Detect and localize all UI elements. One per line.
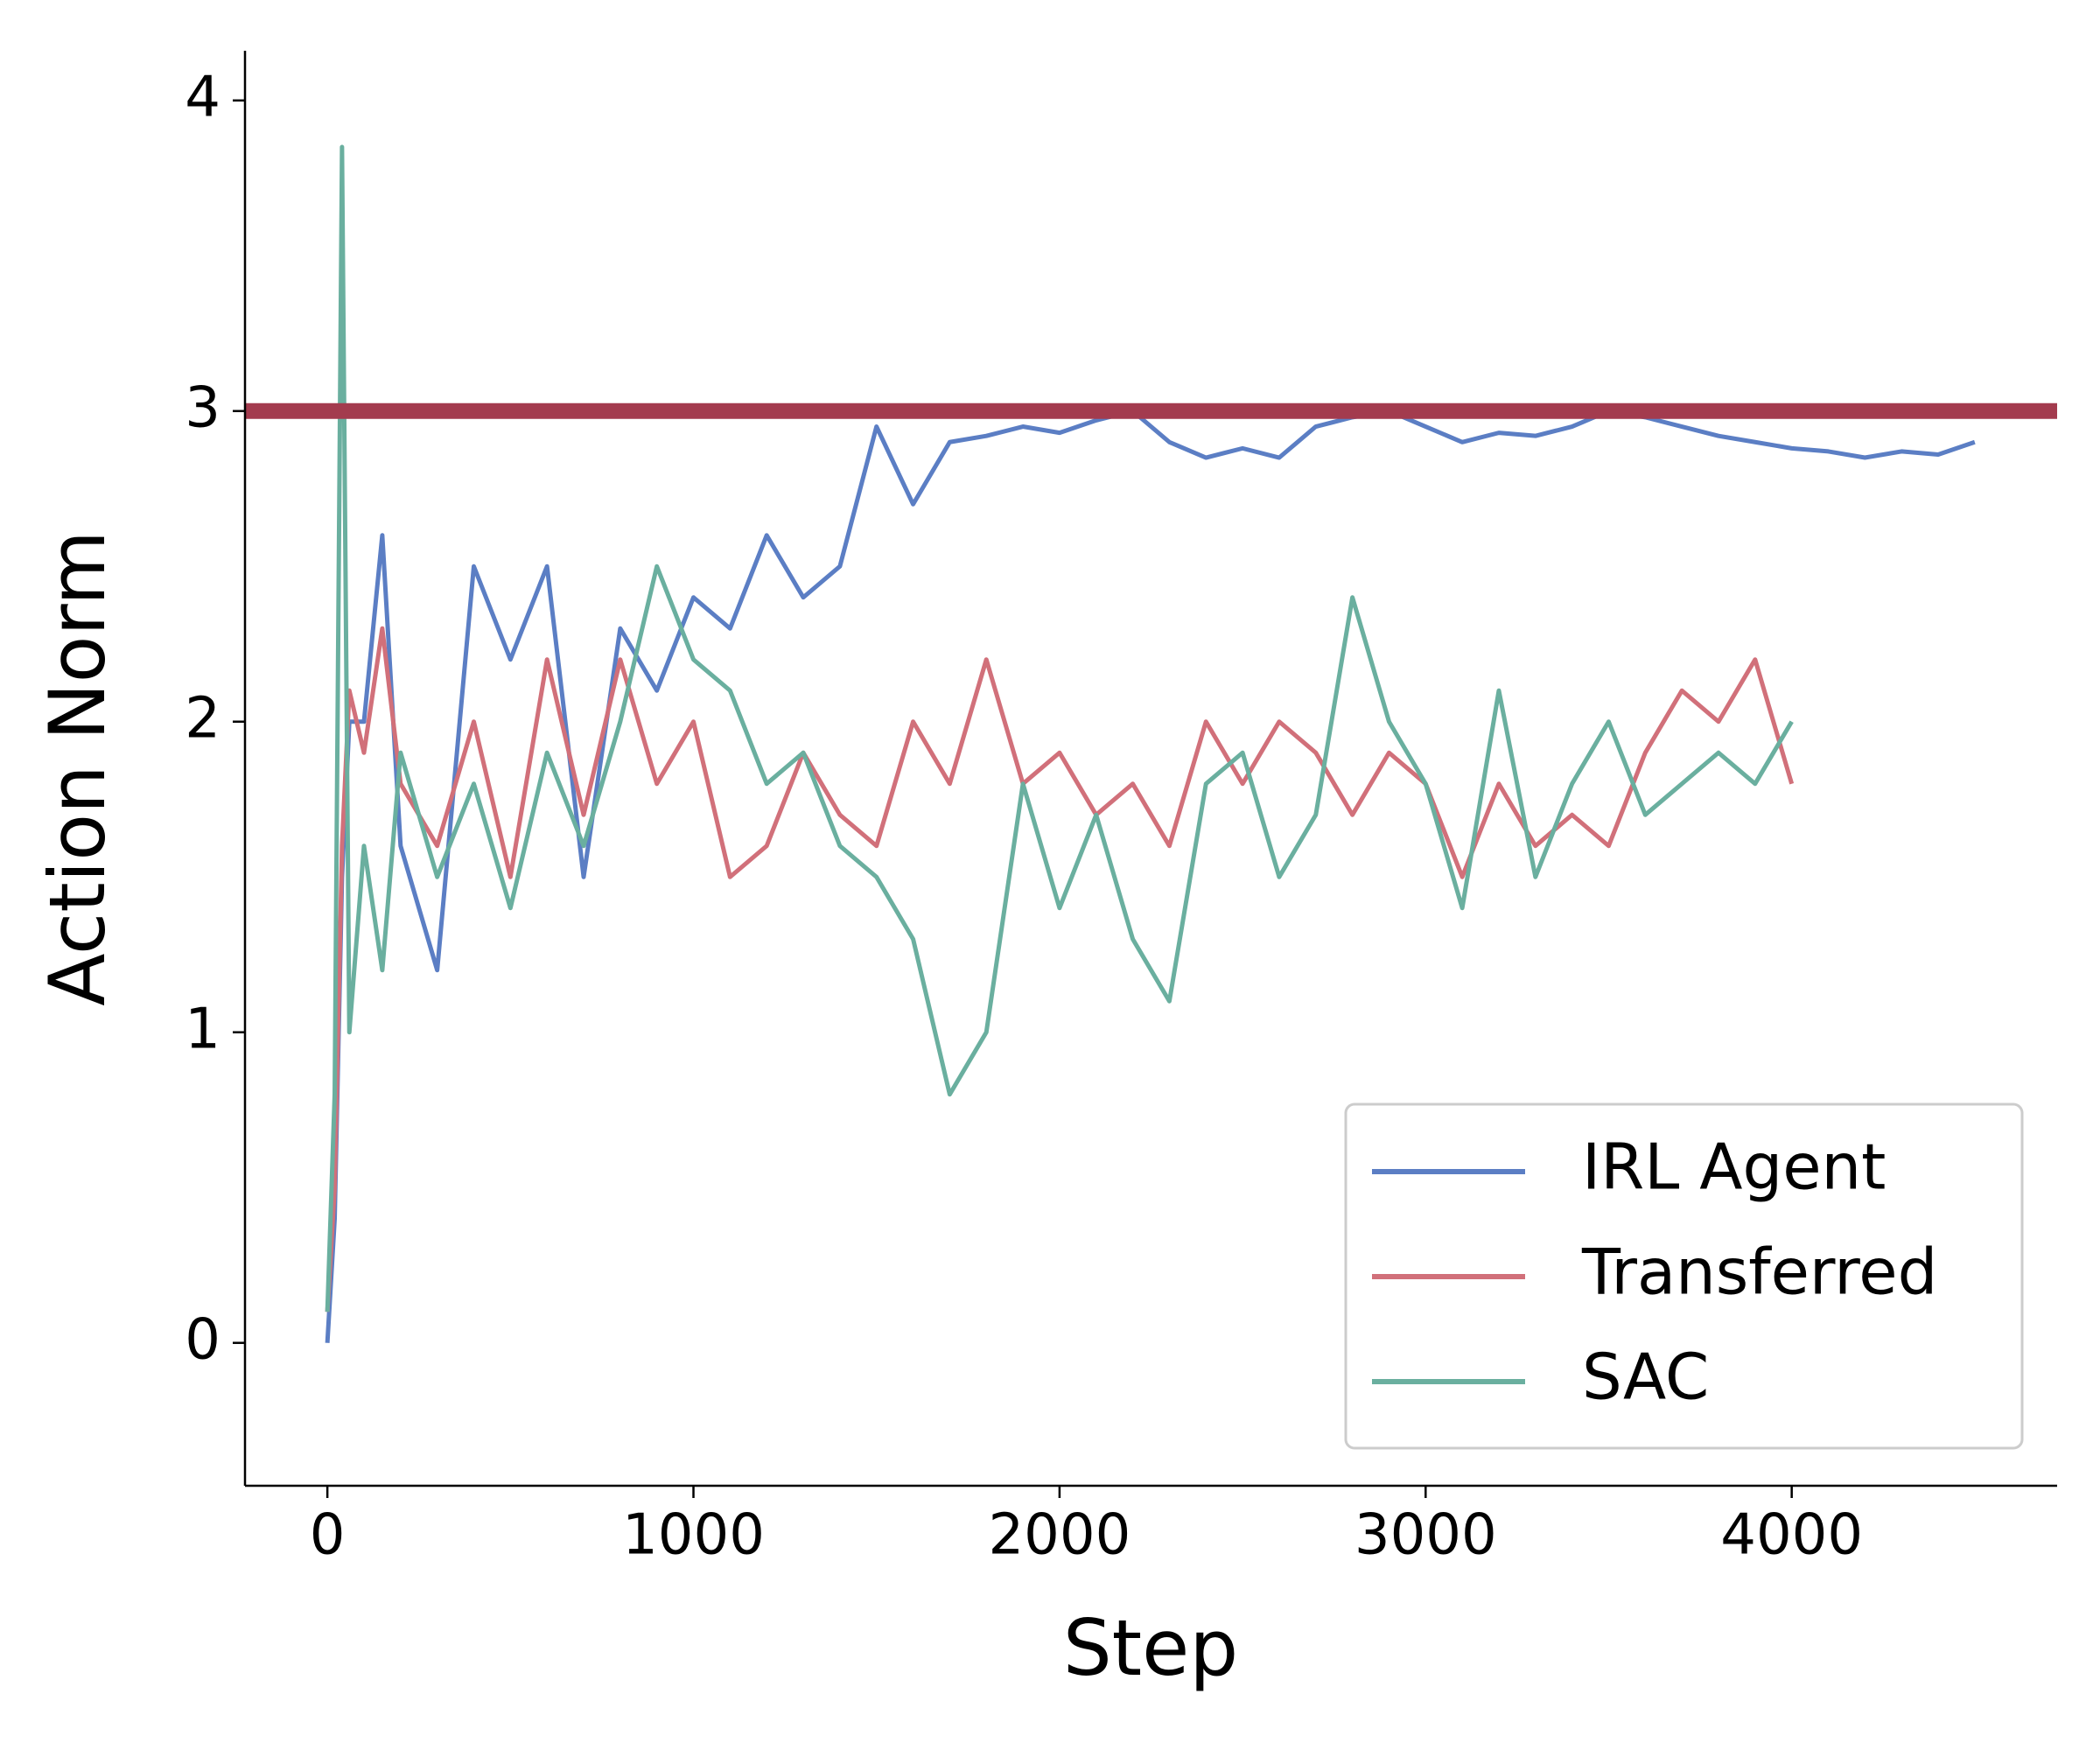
legend-label: Transferred	[1581, 1236, 1937, 1309]
x-tick-label: 2000	[988, 1503, 1130, 1568]
series-line	[325, 409, 1976, 1343]
y-tick-label: 1	[185, 997, 220, 1061]
y-tick-label: 4	[185, 65, 220, 130]
y-tick-label: 0	[185, 1307, 220, 1372]
legend-label: SAC	[1582, 1340, 1709, 1414]
series-line	[325, 144, 1794, 1312]
x-tick-label: 0	[310, 1503, 346, 1568]
legend-label: IRL Agent	[1582, 1130, 1886, 1204]
y-axis-label: Action Norm	[32, 530, 122, 1006]
x-tick-label: 1000	[622, 1503, 765, 1568]
x-axis-label: Step	[1063, 1603, 1238, 1693]
y-tick-label: 3	[185, 375, 220, 440]
plot-area	[245, 144, 2057, 1343]
y-tick-label: 2	[185, 686, 220, 751]
x-tick-label: 4000	[1720, 1503, 1863, 1568]
x-tick-label: 3000	[1354, 1503, 1497, 1568]
legend-box	[1344, 1102, 2024, 1450]
